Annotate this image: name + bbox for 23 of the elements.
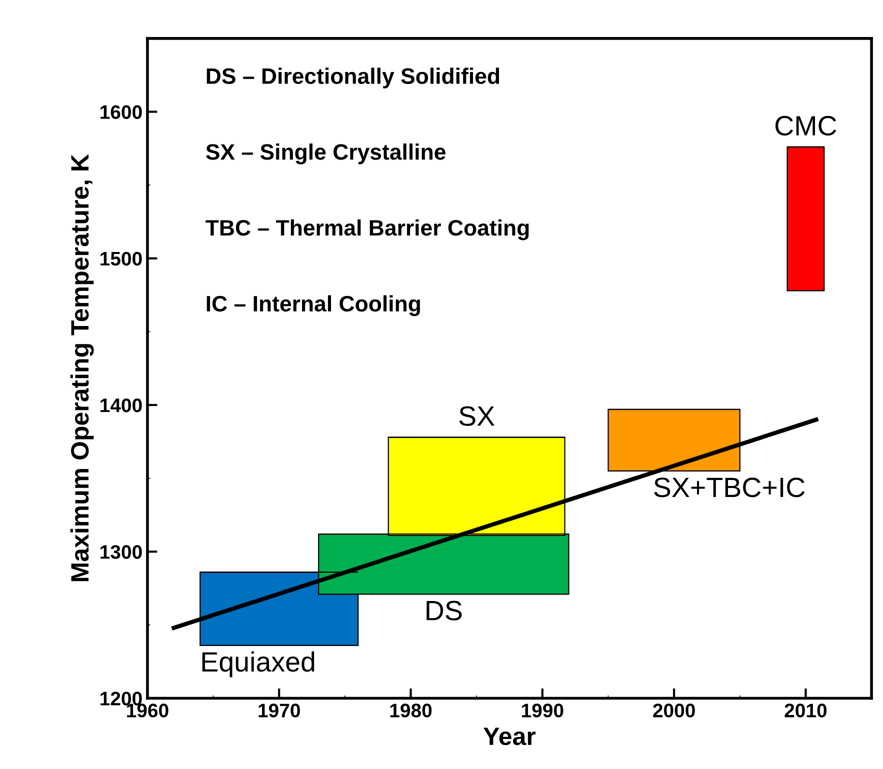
series-label: CMC	[775, 116, 836, 136]
annotation: TBC – Thermal Barrier Coating	[206, 219, 529, 240]
x-tick-label: 1980	[390, 704, 432, 718]
x-tick-label: 1970	[258, 704, 300, 718]
bar	[786, 146, 825, 292]
annotation: SX – Single Crystalline	[206, 144, 446, 164]
x-tick-label: 2010	[784, 704, 827, 718]
y-tick-label: 1500	[100, 252, 142, 266]
x-tick-label: 2000	[653, 704, 695, 718]
x-tick-label: 1960	[127, 704, 168, 718]
series-label: SX	[459, 406, 495, 426]
x-tick-label: 1990	[522, 704, 564, 718]
series-label: Equiaxed	[202, 651, 314, 678]
annotation: IC – Internal Cooling	[206, 295, 420, 316]
annotation: DS – Directionally Solidified	[206, 68, 500, 88]
series-label: SX+TBC+IC	[654, 478, 805, 498]
y-tick-label: 1600	[100, 105, 142, 119]
y-tick-label: 1300	[100, 545, 142, 559]
series-label: DS	[426, 600, 462, 620]
y-axis-title: Maximum Operating Temperature, K	[70, 154, 94, 582]
y-tick-label: 1400	[100, 398, 142, 412]
x-axis-title: Year	[484, 728, 536, 746]
y-tick-label: 1200	[100, 692, 142, 706]
